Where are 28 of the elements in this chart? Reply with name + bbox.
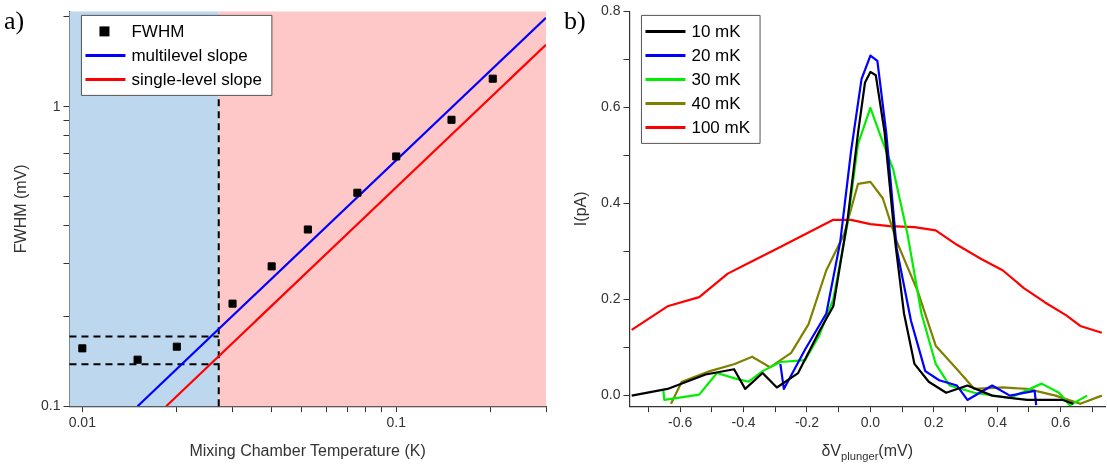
y-tick-label: 0.4 [600, 194, 621, 211]
x-tick-label: 0.1 [386, 414, 407, 431]
x-tick-label: 0.0 [860, 414, 881, 431]
x-axis-title: Mixing Chamber Temperature (K) [189, 442, 426, 460]
x-tick-label: -0.6 [668, 414, 693, 431]
x-tick-label: 0.2 [924, 414, 944, 431]
x-tick-label: 0.6 [1050, 414, 1071, 431]
legend-label: 10 mK [691, 22, 742, 42]
x-tick-label: -0.2 [794, 414, 820, 431]
chart-title: b) [564, 5, 586, 35]
y-axis-title: I(pA) [572, 191, 590, 227]
y-tick-label: 0.2 [600, 290, 621, 307]
y-tick-label: 0.8 [600, 2, 621, 19]
x-tick-label: -0.4 [731, 414, 756, 431]
x-tick-label: 0.01 [68, 414, 97, 431]
y-tick-label: 0.6 [600, 98, 621, 115]
y-tick-label: 0.0 [600, 386, 621, 403]
y-axis-title: FWHM (mV) [12, 164, 30, 254]
legend-label: 20 mK [691, 46, 742, 66]
legend-label: multilevel slope [131, 46, 248, 66]
legend-label: 30 mK [691, 70, 742, 90]
legend-label: FWHM [131, 22, 185, 42]
legend-label: 100 mK [691, 118, 751, 138]
legend-label: single-level slope [131, 70, 262, 90]
y-tick-label: 1 [52, 97, 61, 114]
chart-title: a) [4, 5, 25, 35]
legend-label: 40 mK [691, 94, 742, 114]
x-tick-label: 0.4 [987, 414, 1008, 431]
